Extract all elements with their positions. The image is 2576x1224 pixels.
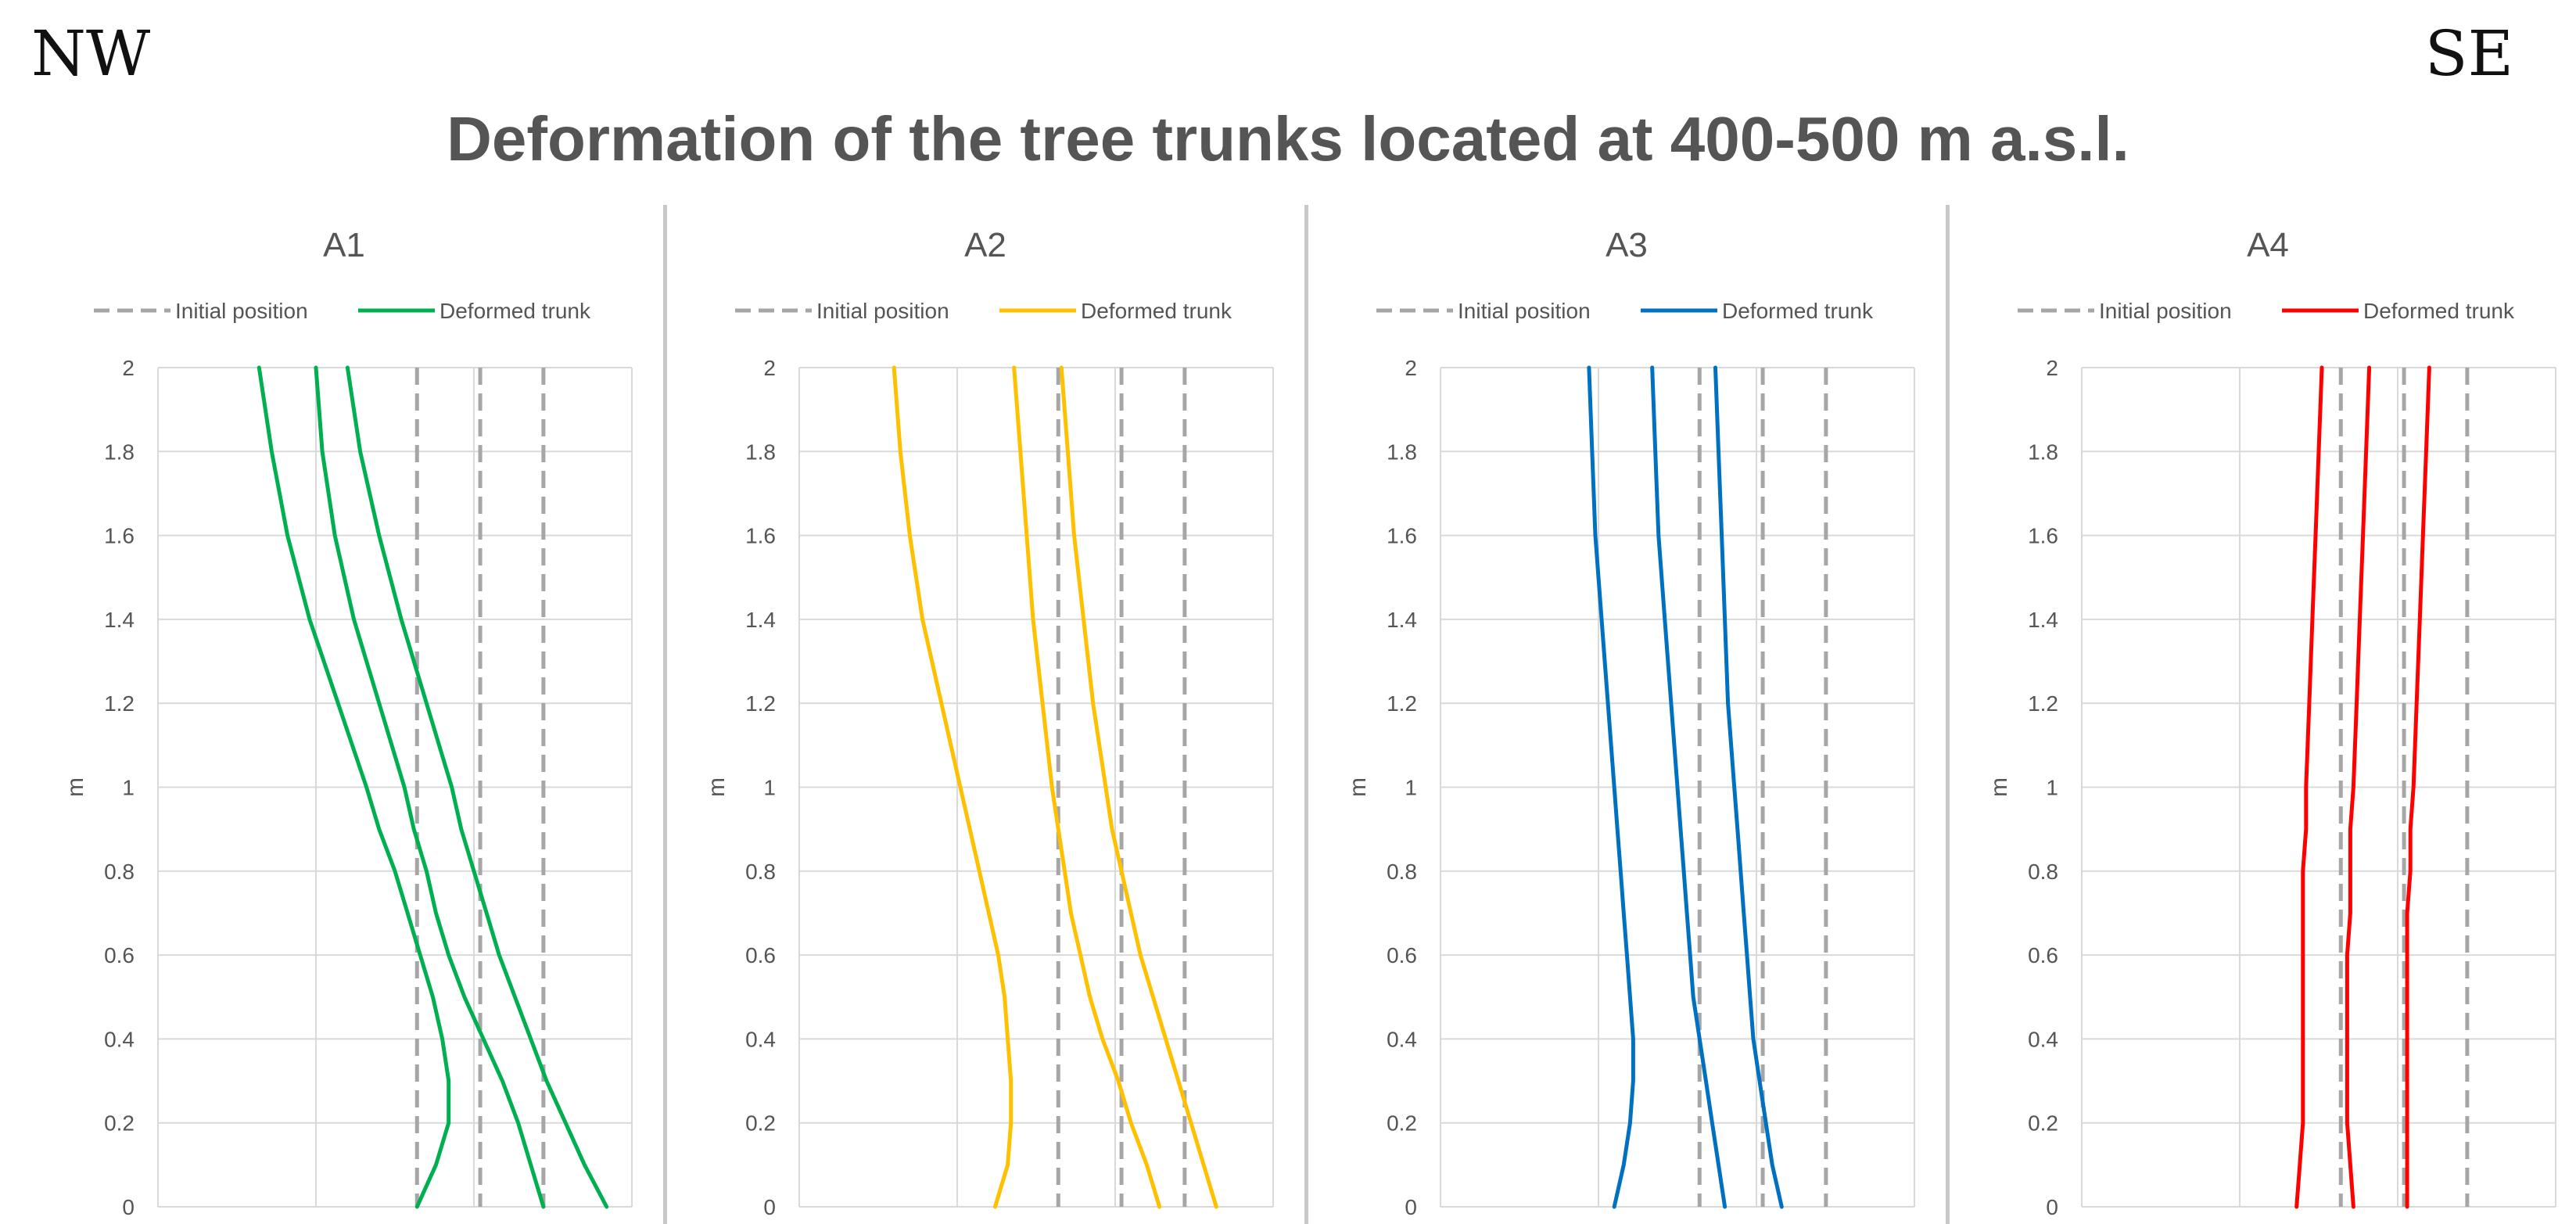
legend-initial-label: Initial position: [1458, 299, 1591, 323]
y-tick-label: 1: [763, 776, 776, 800]
y-tick-label: 2: [763, 356, 776, 380]
y-tick-label: 2: [2046, 356, 2058, 380]
y-tick-label: 1.6: [2028, 524, 2058, 548]
y-tick-label: 1.4: [104, 608, 135, 632]
y-tick-label: 0.8: [104, 860, 135, 884]
y-tick-label: 0.4: [2028, 1027, 2058, 1051]
panel-title: A3: [1606, 226, 1648, 264]
y-tick-label: 2: [122, 356, 135, 380]
y-tick-label: 1.8: [1387, 440, 1417, 464]
legend-initial-label: Initial position: [2099, 299, 2232, 323]
panel-a3: A3 Initial position Deformed trunk 0 0.2 0.4 0…: [1345, 226, 1915, 1219]
y-tick-label: 1: [122, 776, 135, 800]
deformed-trunk-line: [1012, 365, 1162, 1209]
se-label: SE: [2424, 17, 2513, 90]
panel-divider: [663, 205, 667, 1224]
y-axis-label: m: [704, 777, 730, 797]
y-tick-label: 1.4: [1387, 608, 1417, 632]
panel-a2: A2 Initial position Deformed trunk 0 0.2 0.4 0…: [704, 226, 1274, 1219]
y-tick-label: 1.2: [2028, 691, 2058, 716]
y-tick-label: 1.2: [1387, 691, 1417, 716]
deformed-trunk-line: [314, 365, 546, 1209]
panel-title: A2: [964, 226, 1006, 264]
y-tick-label: 1: [1405, 776, 1417, 800]
y-tick-label: 1.8: [2028, 440, 2058, 464]
y-tick-label: 0.6: [2028, 943, 2058, 967]
y-tick-label: 0.4: [104, 1027, 135, 1051]
y-tick-label: 1.4: [745, 608, 776, 632]
legend-deformed-label: Deformed trunk: [1081, 299, 1232, 323]
y-tick-label: 1.6: [745, 524, 776, 548]
y-tick-label: 1.4: [2028, 608, 2058, 632]
panel-divider: [1946, 205, 1950, 1224]
panel-a4: A4 Initial position Deformed trunk 0 0.2 0.4 0…: [1986, 226, 2556, 1219]
nw-label: NW: [31, 17, 151, 90]
legend-deformed-label: Deformed trunk: [1722, 299, 1874, 323]
y-tick-label: 0.6: [1387, 943, 1417, 967]
y-axis-label: m: [63, 777, 88, 797]
panel-title: A4: [2247, 226, 2289, 264]
y-tick-label: 1: [2046, 776, 2058, 800]
panel-a1: A1 Initial position Deformed trunk 0 0.2 0.4 0…: [63, 226, 633, 1219]
y-tick-label: 0.8: [745, 860, 776, 884]
deformed-trunk-line: [1713, 365, 1784, 1209]
y-tick-label: 0.4: [1387, 1027, 1417, 1051]
y-tick-label: 0.2: [2028, 1111, 2058, 1136]
deformed-trunk-line: [345, 365, 609, 1209]
y-axis-label: m: [1345, 777, 1371, 797]
y-tick-label: 0: [2046, 1195, 2058, 1219]
y-axis-label: m: [1986, 777, 2012, 797]
deformed-trunk-line: [257, 365, 451, 1209]
deformed-trunk-line: [892, 365, 1014, 1209]
y-tick-label: 1.6: [1387, 524, 1417, 548]
deformed-trunk-line: [1587, 365, 1635, 1209]
y-tick-label: 0.2: [104, 1111, 135, 1136]
panel-title: A1: [323, 226, 365, 264]
deformed-trunk-line: [2294, 365, 2324, 1209]
y-tick-label: 1.2: [104, 691, 135, 716]
deformed-trunk-line: [1650, 365, 1727, 1209]
figure-title: Deformation of the tree trunks located a…: [447, 104, 2129, 174]
y-tick-label: 1.8: [104, 440, 135, 464]
legend-deformed-label: Deformed trunk: [2363, 299, 2515, 323]
y-tick-label: 0.6: [745, 943, 776, 967]
y-tick-label: 0: [122, 1195, 135, 1219]
y-tick-label: 0.2: [1387, 1111, 1417, 1136]
y-tick-label: 0.6: [104, 943, 135, 967]
y-tick-label: 0: [1405, 1195, 1417, 1219]
panel-divider: [1304, 205, 1308, 1224]
y-tick-label: 1.6: [104, 524, 135, 548]
legend-initial-label: Initial position: [816, 299, 949, 323]
y-tick-label: 1.2: [745, 691, 776, 716]
y-tick-label: 0.4: [745, 1027, 776, 1051]
deformed-trunk-line: [1059, 365, 1218, 1209]
y-tick-label: 0.2: [745, 1111, 776, 1136]
deformed-trunk-line: [2405, 365, 2431, 1209]
y-tick-label: 1.8: [745, 440, 776, 464]
y-tick-label: 0.8: [1387, 860, 1417, 884]
y-tick-label: 0.8: [2028, 860, 2058, 884]
y-tick-label: 2: [1405, 356, 1417, 380]
legend-initial-label: Initial position: [175, 299, 308, 323]
deformed-trunk-line: [2345, 365, 2372, 1209]
legend-deformed-label: Deformed trunk: [439, 299, 591, 323]
y-tick-label: 0: [763, 1195, 776, 1219]
